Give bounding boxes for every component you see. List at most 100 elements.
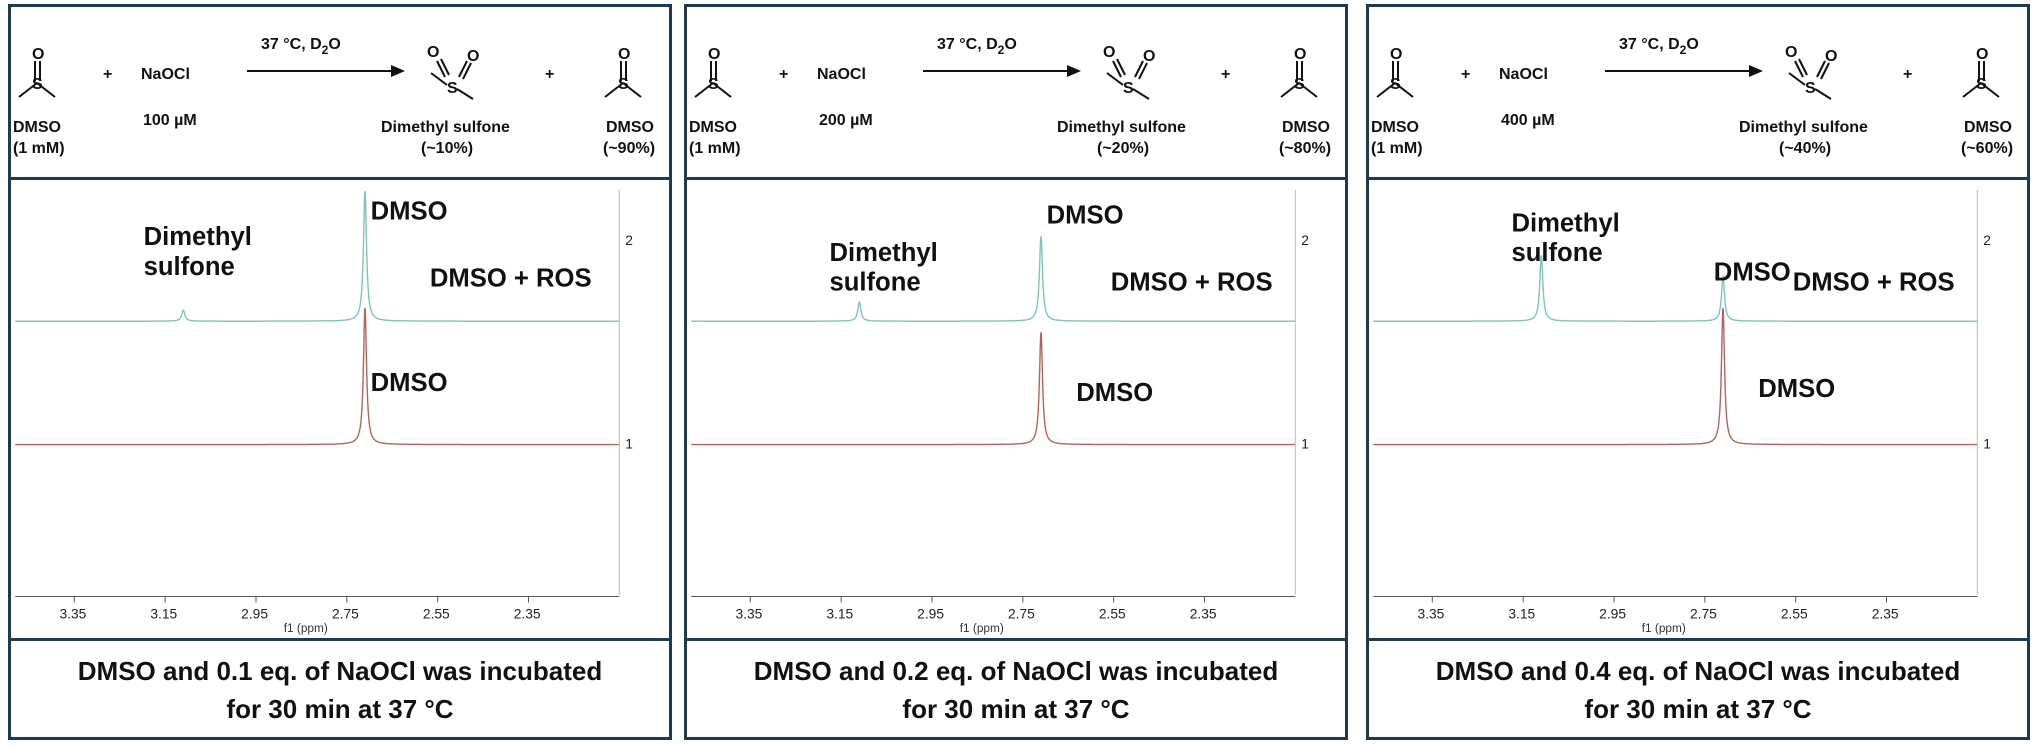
oxygen-atom: O [32,46,44,63]
caption-line-1: DMSO and 0.4 eq. of NaOCl was incubated [1435,656,1961,686]
nmr-trace-1 [691,332,1296,446]
x-tick-label: 3.15 [150,605,177,621]
x-tick-label: 2.95 [1599,605,1626,621]
dmso-structure [1376,61,1414,98]
nmr-trace-2 [1373,255,1978,322]
dimethyl-sulfone-structure [1106,58,1150,100]
sulfur-atom: S [708,76,719,93]
dimethyl-sulfone-structure [430,58,474,100]
sulfur-atom: S [1294,76,1305,93]
nmr-spectrum: 2 1 3.35 3.15 2.95 2.75 2.55 2.35 f1 (ppm) Di… [687,177,1345,641]
nmr-trace-2 [691,236,1296,322]
sulfur-atom: S [1805,80,1816,97]
sulfur-atom: S [618,76,629,93]
product-label: Dimethyl sulfone [381,119,510,136]
remaining-yield: (~60%) [1961,140,2013,157]
x-tick-label: 3.35 [1417,605,1444,621]
dmso-conc: (1 mM) [1371,140,1423,157]
peak-label-trace-top: DMSO + ROS [1111,269,1273,297]
peak-label-sulfone-2: sulfone [144,253,235,281]
x-tick-label: 3.15 [1508,605,1535,621]
peak-label-sulfone-1: Dimethyl [144,223,252,251]
peak-label-dmso-top: DMSO [371,197,448,225]
plus-sign: + [545,66,554,83]
sulfur-atom: S [1976,76,1987,93]
nmr-spectrum: 2 1 3.35 3.15 2.95 2.75 2.55 2.35 f1 (ppm) Di… [1369,177,2027,641]
sulfur-atom: S [1390,76,1401,93]
nmr-spectrum: 2 1 3.35 3.15 2.95 2.75 2.55 2.35 f1 (ppm) Di… [11,177,669,641]
peak-label-sulfone-2: sulfone [829,269,920,297]
x-tick-label: 2.95 [241,605,268,621]
panel-caption: DMSO and 0.1 eq. of NaOCl was incubated … [11,644,669,736]
caption-line-2: for 30 min at 37 °C [1584,694,1812,724]
x-tick-label: 2.55 [423,605,450,621]
dmso-conc: (1 mM) [13,140,65,157]
x-tick-label: 3.15 [826,605,853,621]
x-tick-label: 3.35 [59,605,86,621]
caption-line-1: DMSO and 0.2 eq. of NaOCl was incubated [753,656,1279,686]
product-label: Dimethyl sulfone [1057,119,1186,136]
caption-line-1: DMSO and 0.1 eq. of NaOCl was incubated [77,656,603,686]
nmr-traces [15,191,620,446]
sulfur-atom: S [32,76,43,93]
naocl-conc: 200 µM [819,112,873,129]
reaction-arrow [1605,65,1763,77]
dmso-label: DMSO [13,119,61,136]
remaining-dmso-label: DMSO [1282,119,1330,136]
x-axis-label: f1 (ppm) [284,621,328,635]
trace-tick-2: 2 [1301,232,1309,248]
reaction-arrow [923,65,1081,77]
peak-label-trace-top: DMSO + ROS [430,265,592,293]
peak-label-dmso-top: DMSO [1714,259,1791,287]
oxygen-atom: O [1103,44,1115,61]
oxygen-atom: O [1825,48,1837,65]
nmr-trace-1 [1373,307,1978,446]
reaction-panel-3: O S DMSO (1 mM) + NaOCl 400 µM 37 °C, D2… [1366,4,2030,740]
x-tick-label: 2.35 [1872,605,1899,621]
x-axis-ticks: 3.35 3.15 2.95 2.75 2.55 2.35 [735,596,1217,621]
x-tick-label: 2.55 [1781,605,1808,621]
oxygen-atom: O [1294,46,1306,63]
oxygen-atom: O [708,46,720,63]
peak-label-sulfone-1: Dimethyl [829,239,937,267]
reaction-panel-2: O S DMSO (1 mM) + NaOCl 200 µM 37 °C, D2… [684,4,1348,740]
plus-sign: + [103,66,112,83]
x-axis-ticks: 3.35 3.15 2.95 2.75 2.55 2.35 [59,596,541,621]
dmso-structure [604,61,642,98]
x-tick-label: 2.75 [1690,605,1717,621]
plus-sign: + [779,66,788,83]
plus-sign: + [1903,66,1912,83]
oxygen-atom: O [1976,46,1988,63]
oxygen-atom: O [467,48,479,65]
remaining-dmso-label: DMSO [606,119,654,136]
plus-sign: + [1221,66,1230,83]
product-yield: (~10%) [421,140,473,157]
naocl-conc: 400 µM [1501,112,1555,129]
nmr-trace-1 [15,307,620,446]
reaction-conditions: 37 °C, D2O [1619,36,1699,57]
dmso-label: DMSO [689,119,737,136]
oxygen-atom: O [1143,48,1155,65]
reaction-scheme: O S DMSO (1 mM) + NaOCl 400 µM 37 °C, D2… [1371,36,2013,157]
remaining-yield: (~90%) [603,140,655,157]
product-yield: (~40%) [1779,140,1831,157]
reaction-arrow [247,65,405,77]
dmso-structure [694,61,732,98]
peak-label-dmso-bottom: DMSO [1076,379,1153,407]
reaction-conditions: 37 °C, D2O [937,36,1017,57]
reaction-panel-1: O S DMSO (1 mM) + NaOCl 100 µM 37 °C, D2… [8,4,672,740]
nmr-traces [1373,255,1978,446]
reaction-conditions: 37 °C, D2O [261,36,341,57]
peak-label-sulfone-1: Dimethyl [1511,209,1619,237]
oxygen-atom: O [1390,46,1402,63]
x-tick-label: 2.35 [514,605,541,621]
sulfur-atom: S [447,80,458,97]
dmso-structure [1280,61,1318,98]
remaining-dmso-label: DMSO [1964,119,2012,136]
peak-label-trace-top: DMSO + ROS [1793,269,1955,297]
dmso-label: DMSO [1371,119,1419,136]
x-tick-label: 2.35 [1190,605,1217,621]
trace-tick-1: 1 [1983,435,1991,451]
